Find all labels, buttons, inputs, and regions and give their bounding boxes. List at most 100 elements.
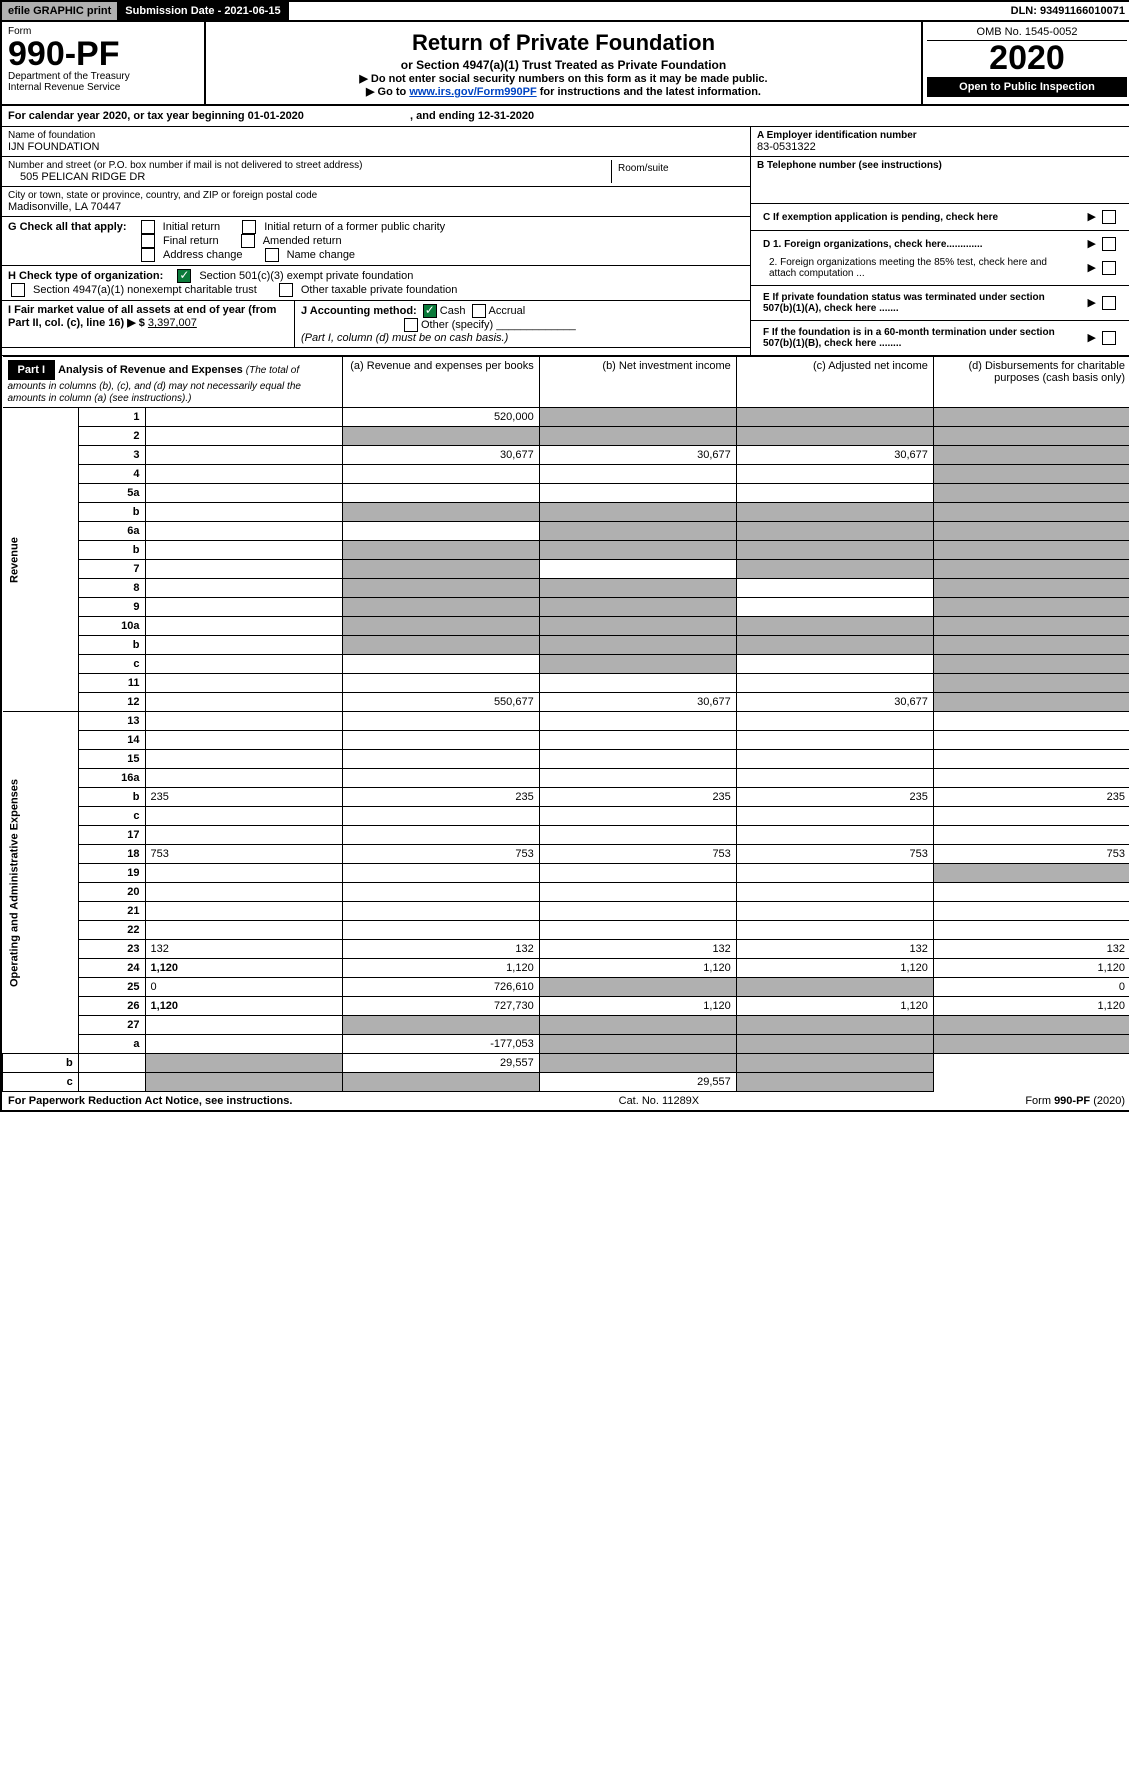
footer-left: For Paperwork Reduction Act Notice, see … [8,1095,292,1107]
chk-cash[interactable] [423,304,437,318]
line-number: 12 [78,693,145,712]
line-number: 22 [78,921,145,940]
cell-a [342,465,539,484]
cell-d [736,1054,933,1073]
dln-label: DLN: 93491166010071 [1005,2,1129,20]
cell-a [145,1073,342,1092]
cell-b [539,541,736,560]
chk-d1[interactable] [1102,237,1116,251]
cell-d [933,522,1129,541]
cell-d [933,1035,1129,1054]
cell-d [933,427,1129,446]
line-desc [145,1016,342,1035]
cell-b: 132 [539,940,736,959]
chk-other-taxable[interactable] [279,283,293,297]
chk-final[interactable] [141,234,155,248]
revenue-vlabel: Revenue [3,408,79,712]
cell-c [736,636,933,655]
cell-c [736,902,933,921]
cell-a [342,655,539,674]
cell-b: 235 [539,788,736,807]
cell-d [933,617,1129,636]
cell-c [736,598,933,617]
line-number: 1 [78,408,145,427]
cell-a [342,864,539,883]
cell-c [736,579,933,598]
cell-d: 132 [933,940,1129,959]
cell-b [539,674,736,693]
cell-c [736,712,933,731]
line-desc [145,674,342,693]
cell-a [342,560,539,579]
line-desc [145,826,342,845]
cell-c: 132 [736,940,933,959]
line-desc: 235 [145,788,342,807]
col-b-header: (b) Net investment income [539,357,736,408]
f-label: F If the foundation is in a 60-month ter… [757,324,1081,352]
footer-right: Form 990-PF (2020) [1025,1095,1125,1107]
line-number: b [78,503,145,522]
cell-a [342,883,539,902]
cell-d [933,541,1129,560]
chk-e[interactable] [1102,296,1116,310]
line-desc: 1,120 [145,997,342,1016]
cell-c [736,883,933,902]
line-number: b [3,1054,79,1073]
chk-f[interactable] [1102,331,1116,345]
chk-501c3[interactable] [177,269,191,283]
col-c-header: (c) Adjusted net income [736,357,933,408]
line-number: 27 [78,1016,145,1035]
cell-b [539,465,736,484]
cell-c: 29,557 [539,1073,736,1092]
line-number: 10a [78,617,145,636]
section-h: H Check type of organization: Section 50… [2,266,750,301]
line-number: 13 [78,712,145,731]
line-desc [145,408,342,427]
phone-label: B Telephone number (see instructions) [757,160,1125,171]
chk-amended[interactable] [241,234,255,248]
chk-name-change[interactable] [265,248,279,262]
cell-b [539,978,736,997]
line-number: 24 [78,959,145,978]
cell-b [539,560,736,579]
col-d-header: (d) Disbursements for charitable purpose… [933,357,1129,408]
cell-a [342,674,539,693]
form-link[interactable]: www.irs.gov/Form990PF [409,86,536,98]
line-desc [145,921,342,940]
cell-b [539,408,736,427]
cell-b [539,902,736,921]
cell-c [736,484,933,503]
cell-b [539,503,736,522]
chk-accrual[interactable] [472,304,486,318]
cell-b [539,883,736,902]
cell-d [933,484,1129,503]
submission-date: Submission Date - 2021-06-15 [119,2,288,20]
tax-year: 2020 [927,41,1127,75]
cell-c [539,1054,736,1073]
cell-c [736,560,933,579]
cell-a [342,769,539,788]
chk-addr-change[interactable] [141,248,155,262]
cell-c [736,826,933,845]
cell-a [342,541,539,560]
line-desc [145,598,342,617]
cell-c: 30,677 [736,446,933,465]
ein-value: 83-0531322 [757,141,1125,153]
chk-other-method[interactable] [404,318,418,332]
line-desc [145,655,342,674]
cell-d: 753 [933,845,1129,864]
line-desc [145,864,342,883]
cell-b [539,1016,736,1035]
cell-b: 30,677 [539,693,736,712]
chk-initial[interactable] [141,220,155,234]
chk-4947[interactable] [11,283,25,297]
cell-d [933,712,1129,731]
chk-initial-former[interactable] [242,220,256,234]
cell-c [736,522,933,541]
cell-c [736,465,933,484]
line-number: 23 [78,940,145,959]
chk-c[interactable] [1102,210,1116,224]
name-label: Name of foundation [8,130,744,141]
cell-d [933,902,1129,921]
chk-d2[interactable] [1102,261,1116,275]
